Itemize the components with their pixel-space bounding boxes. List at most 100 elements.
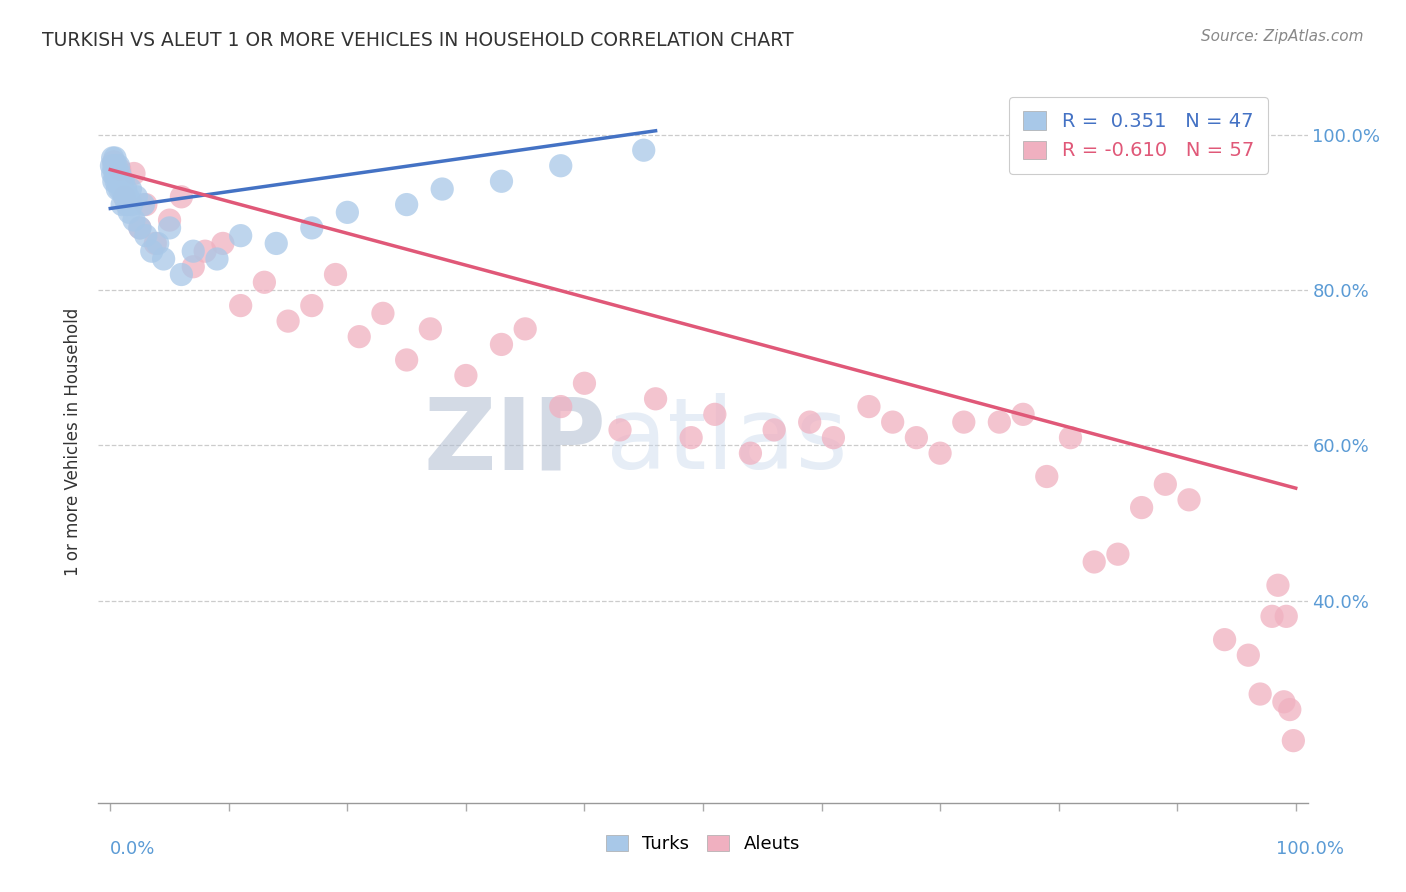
Point bbox=[301, 299, 323, 313]
Point bbox=[108, 162, 131, 177]
Y-axis label: 1 or more Vehicles in Household: 1 or more Vehicles in Household bbox=[63, 308, 82, 575]
Point bbox=[103, 174, 125, 188]
Point bbox=[681, 431, 703, 445]
Point bbox=[550, 159, 572, 173]
Point bbox=[799, 415, 821, 429]
Point bbox=[347, 329, 370, 343]
Text: atlas: atlas bbox=[606, 393, 848, 490]
Point bbox=[277, 314, 299, 328]
Point bbox=[574, 376, 596, 391]
Point bbox=[103, 154, 125, 169]
Point bbox=[181, 260, 204, 274]
Point bbox=[159, 213, 181, 227]
Point bbox=[141, 244, 163, 259]
Point bbox=[108, 182, 131, 196]
Point bbox=[100, 159, 122, 173]
Point bbox=[432, 182, 454, 196]
Point bbox=[229, 228, 252, 243]
Legend: R =  0.351   N = 47, R = -0.610   N = 57: R = 0.351 N = 47, R = -0.610 N = 57 bbox=[1010, 97, 1268, 174]
Point bbox=[1154, 477, 1177, 491]
Point bbox=[105, 182, 128, 196]
Point bbox=[146, 236, 169, 251]
Point bbox=[929, 446, 952, 460]
Point bbox=[107, 174, 129, 188]
Point bbox=[104, 167, 127, 181]
Point bbox=[1275, 609, 1298, 624]
Text: TURKISH VS ALEUT 1 OR MORE VEHICLES IN HOUSEHOLD CORRELATION CHART: TURKISH VS ALEUT 1 OR MORE VEHICLES IN H… bbox=[42, 31, 794, 50]
Point bbox=[419, 322, 441, 336]
Point bbox=[229, 299, 252, 313]
Text: Source: ZipAtlas.com: Source: ZipAtlas.com bbox=[1201, 29, 1364, 44]
Point bbox=[111, 197, 134, 211]
Point bbox=[194, 244, 217, 259]
Point bbox=[181, 244, 204, 259]
Point bbox=[325, 268, 347, 282]
Point bbox=[1083, 555, 1105, 569]
Point bbox=[112, 174, 135, 188]
Point bbox=[1249, 687, 1271, 701]
Point bbox=[1059, 431, 1081, 445]
Point bbox=[135, 228, 157, 243]
Point bbox=[515, 322, 537, 336]
Point bbox=[1278, 702, 1301, 716]
Point bbox=[371, 306, 394, 320]
Point bbox=[1213, 632, 1236, 647]
Point bbox=[454, 368, 477, 383]
Point bbox=[1036, 469, 1059, 483]
Point bbox=[858, 400, 880, 414]
Text: ZIP: ZIP bbox=[423, 393, 606, 490]
Point bbox=[205, 252, 228, 266]
Point bbox=[882, 415, 904, 429]
Point bbox=[336, 205, 359, 219]
Point bbox=[395, 353, 418, 368]
Point bbox=[152, 252, 174, 266]
Point bbox=[105, 159, 128, 173]
Point bbox=[159, 220, 181, 235]
Point bbox=[114, 190, 136, 204]
Point bbox=[111, 182, 134, 196]
Point bbox=[395, 197, 418, 211]
Point bbox=[110, 174, 132, 188]
Point bbox=[135, 197, 157, 211]
Point bbox=[129, 220, 152, 235]
Legend: Turks, Aleuts: Turks, Aleuts bbox=[599, 828, 807, 861]
Point bbox=[101, 167, 124, 181]
Point bbox=[1178, 492, 1201, 507]
Point bbox=[1012, 408, 1035, 422]
Point bbox=[823, 431, 845, 445]
Point bbox=[1267, 578, 1289, 592]
Point bbox=[253, 275, 276, 289]
Point bbox=[905, 431, 928, 445]
Point bbox=[170, 190, 193, 204]
Point bbox=[170, 268, 193, 282]
Point bbox=[491, 337, 513, 351]
Point bbox=[1237, 648, 1260, 663]
Point bbox=[104, 151, 127, 165]
Point bbox=[118, 205, 141, 219]
Point bbox=[115, 197, 138, 211]
Point bbox=[1261, 609, 1284, 624]
Point bbox=[122, 167, 145, 181]
Point bbox=[132, 197, 155, 211]
Point bbox=[125, 190, 148, 204]
Point bbox=[117, 190, 139, 204]
Point bbox=[740, 446, 762, 460]
Point bbox=[103, 159, 125, 173]
Point bbox=[107, 159, 129, 173]
Point bbox=[122, 213, 145, 227]
Point bbox=[763, 423, 786, 437]
Point bbox=[491, 174, 513, 188]
Point bbox=[952, 415, 974, 429]
Point bbox=[114, 190, 136, 204]
Point bbox=[301, 220, 323, 235]
Point bbox=[1130, 500, 1153, 515]
Point bbox=[121, 197, 143, 211]
Point bbox=[609, 423, 631, 437]
Point bbox=[120, 182, 142, 196]
Point bbox=[108, 167, 131, 181]
Point bbox=[1282, 733, 1305, 747]
Point bbox=[644, 392, 666, 406]
Point bbox=[633, 143, 655, 157]
Point bbox=[129, 220, 152, 235]
Point bbox=[988, 415, 1011, 429]
